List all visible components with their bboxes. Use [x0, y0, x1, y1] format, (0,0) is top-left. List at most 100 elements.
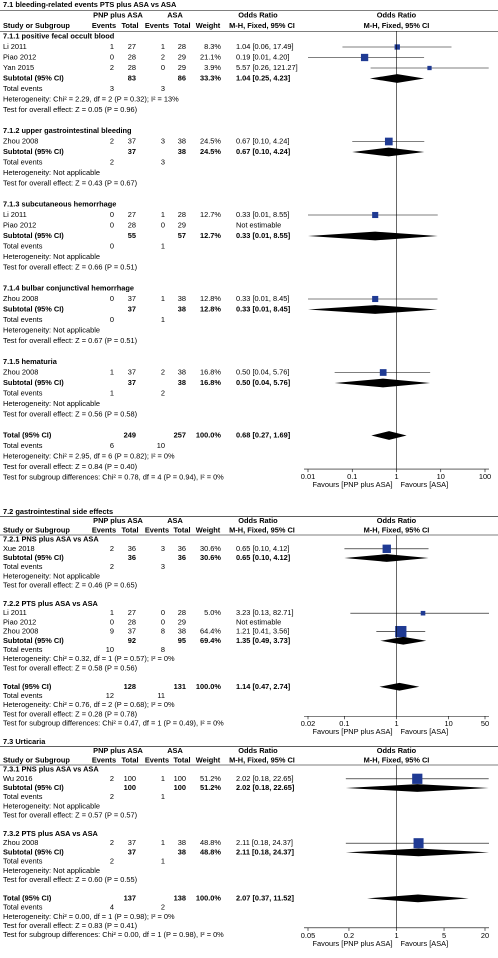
- favours-label: Favours [ASA]: [401, 939, 449, 948]
- study-name: Zhou 2008: [3, 627, 38, 636]
- cell-events: 2: [110, 792, 114, 801]
- cell-events: 2: [110, 63, 114, 72]
- effect-estimate: 0.33 [0.01, 8.55]: [236, 210, 289, 219]
- cell-total: 38: [178, 294, 186, 303]
- weight: 16.8%: [200, 378, 221, 387]
- subgroup-test: Test for subgroup differences: Chi² = 0.…: [3, 930, 224, 939]
- cell-events: 2: [110, 774, 114, 783]
- favours-label: Favours [PNP plus ASA]: [313, 939, 393, 948]
- pooled-diamond: [345, 784, 489, 792]
- effect-estimate: 0.67 [0.10, 4.24]: [236, 147, 291, 156]
- column-group: ASA: [167, 516, 183, 525]
- study-name: Zhou 2008: [3, 838, 38, 847]
- section-title: 7.1 bleeding-related events PTS plus ASA…: [3, 0, 177, 9]
- events-name: Total events: [3, 241, 43, 250]
- effect-estimate: 1.04 [0.25, 4.23]: [236, 73, 291, 82]
- events-name: Total events: [3, 903, 43, 912]
- column-header: Weight: [196, 525, 221, 534]
- cell-events: 1: [161, 774, 165, 783]
- x-tick-label: 1: [394, 472, 398, 481]
- study-name: Piao 2012: [3, 52, 36, 61]
- cell-total: 27: [128, 210, 136, 219]
- cell-events: 1: [161, 857, 165, 866]
- study-square: [427, 65, 432, 71]
- cell-events: 2: [161, 52, 165, 61]
- x-tick-label: 0.05: [301, 931, 315, 940]
- column-header: M-H, Fixed, 95% CI: [364, 755, 430, 764]
- column-group: Odds Ratio: [377, 10, 417, 19]
- study-name: Zhou 2008: [3, 294, 38, 303]
- cell-total: 37: [128, 627, 136, 636]
- overall-test: Test for overall effect: Z = 0.84 (P = 0…: [3, 462, 137, 471]
- subgroup-name: 7.3.2 PTS plus ASA vs ASA: [3, 829, 99, 838]
- column-group: Odds Ratio: [238, 746, 278, 755]
- weight: 24.5%: [200, 147, 221, 156]
- weight: 69.4%: [200, 636, 221, 645]
- heterogeneity: Heterogeneity: Chi² = 0.32, df = 1 (P = …: [3, 654, 175, 663]
- column-header: Events: [92, 21, 116, 30]
- heterogeneity: Heterogeneity: Chi² = 0.00, df = 1 (P = …: [3, 912, 175, 921]
- pooled-diamond: [345, 848, 489, 857]
- cell-events: 2: [110, 544, 114, 553]
- favours-label: Favours [ASA]: [401, 480, 449, 489]
- study-name: Wu 2016: [3, 774, 32, 783]
- heterogeneity: Heterogeneity: Chi² = 0.76, df = 2 (P = …: [3, 700, 175, 709]
- subgroup-test: Test for subgroup differences: Chi² = 0.…: [3, 719, 224, 728]
- cell-events: 2: [110, 857, 114, 866]
- cell-events: 8: [161, 645, 165, 654]
- effect-estimate: 0.50 [0.04, 5.76]: [236, 378, 291, 387]
- events-name: Total events: [3, 645, 43, 654]
- effect-estimate: 0.65 [0.10, 4.12]: [236, 553, 291, 562]
- subtotal-name: Subtotal (95% CI): [3, 304, 64, 313]
- events-name: Total events: [3, 388, 43, 397]
- column-group: PNP plus ASA: [93, 516, 143, 525]
- column-header: Total: [121, 755, 138, 764]
- subtotal-name: Subtotal (95% CI): [3, 553, 64, 562]
- cell-events: 1: [161, 210, 165, 219]
- overall-test: Test for overall effect: Z = 0.83 (P = 0…: [3, 921, 137, 930]
- cell-events: 1: [161, 838, 165, 847]
- subtotal-name: Subtotal (95% CI): [3, 636, 64, 645]
- weight: 51.2%: [200, 774, 221, 783]
- x-tick-label: 0.1: [339, 719, 349, 728]
- column-header: M-H, Fixed, 95% CI: [364, 21, 430, 30]
- weight: 48.8%: [200, 838, 221, 847]
- weight: 51.2%: [200, 783, 221, 792]
- column-header: Study or Subgroup: [3, 755, 70, 764]
- subgroup-name: 7.1.1 positive fecal occult blood: [3, 31, 115, 40]
- cell-events: 3: [161, 84, 165, 93]
- x-tick-label: 10: [437, 472, 445, 481]
- subtotal-name: Subtotal (95% CI): [3, 147, 64, 156]
- cell-events: 1: [161, 241, 165, 250]
- cell-total: 37: [128, 378, 136, 387]
- cell-events: 0: [110, 52, 114, 61]
- weight: 64.4%: [200, 627, 221, 636]
- effect-estimate: 1.14 [0.47, 2.74]: [236, 682, 291, 691]
- cell-events: 3: [161, 544, 165, 553]
- study-name: Li 2011: [3, 210, 27, 219]
- pooled-diamond: [369, 74, 425, 83]
- cell-total: 95: [178, 636, 186, 645]
- cell-total: 83: [128, 73, 136, 82]
- cell-total: 257: [174, 430, 186, 439]
- column-header: Total: [121, 21, 138, 30]
- subgroup-name: 7.1.2 upper gastrointestinal bleeding: [3, 126, 132, 135]
- x-tick-label: 0.2: [344, 931, 354, 940]
- study-square: [360, 53, 369, 62]
- cell-total: 28: [178, 42, 186, 51]
- cell-events: 1: [161, 792, 165, 801]
- effect-estimate: 1.04 [0.06, 17.49]: [236, 42, 294, 51]
- effect-estimate: 0.33 [0.01, 8.45]: [236, 304, 291, 313]
- x-tick-label: 0.02: [301, 719, 315, 728]
- study-square: [395, 625, 407, 638]
- column-header: Events: [145, 755, 169, 764]
- cell-total: 28: [128, 617, 136, 626]
- x-tick-label: 0.01: [301, 472, 315, 481]
- weight: 33.3%: [200, 73, 221, 82]
- overall-test: Test for overall effect: Z = 0.43 (P = 0…: [3, 178, 137, 187]
- weight: 12.8%: [200, 304, 221, 313]
- cell-total: 37: [128, 294, 136, 303]
- x-tick-label: 10: [444, 719, 452, 728]
- effect-estimate: 2.11 [0.18, 24.37]: [236, 847, 294, 856]
- cell-events: 2: [161, 367, 165, 376]
